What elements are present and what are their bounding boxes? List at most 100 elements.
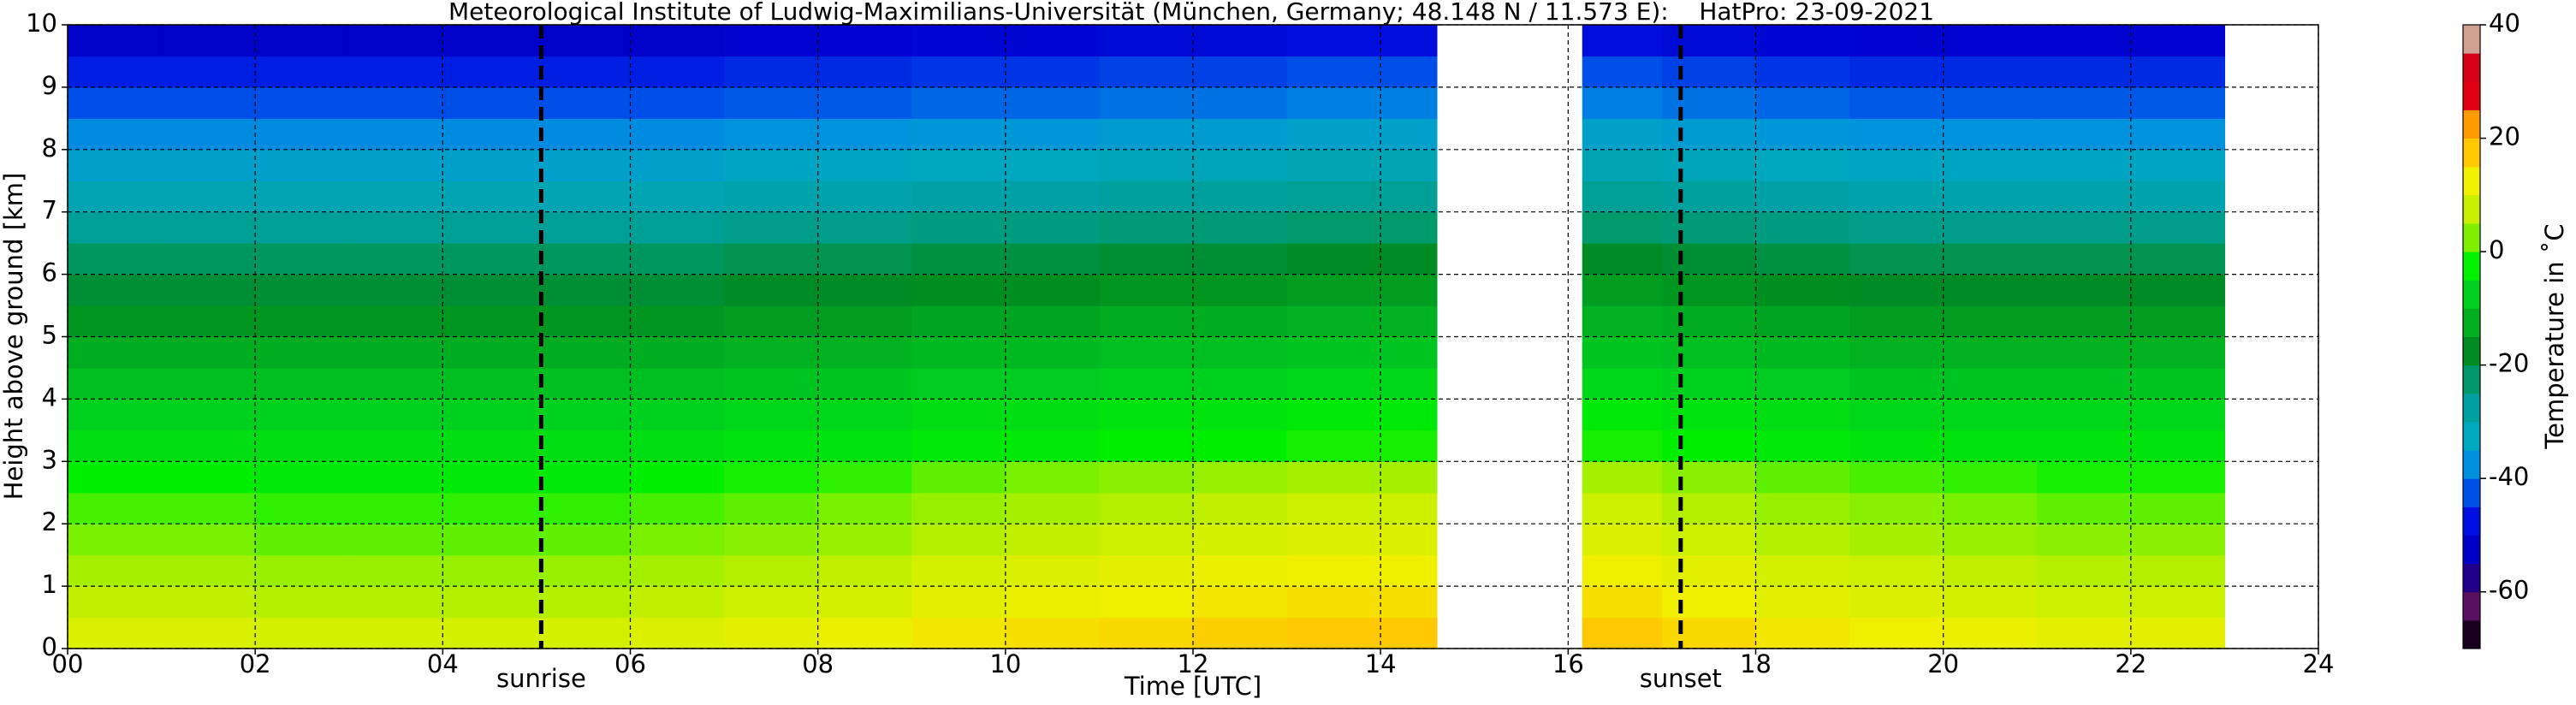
heat-cell [2130, 554, 2226, 587]
heat-cell [1380, 56, 1438, 88]
heat-cell [1005, 274, 1101, 306]
colorbar-swatch [2463, 535, 2480, 565]
heat-cell [536, 399, 632, 431]
heat-cell [2037, 461, 2132, 494]
heat-cell [68, 86, 163, 119]
heat-cell [724, 25, 819, 57]
heat-cell [1755, 181, 1850, 213]
heat-cell [1005, 336, 1101, 369]
heat-cell [1943, 367, 2038, 400]
heat-cell [255, 56, 350, 88]
heat-cell [1661, 617, 1757, 649]
colorbar-swatch [2463, 194, 2480, 224]
heat-cell [911, 149, 1006, 181]
heat-cell [1661, 336, 1757, 369]
heat-cell [348, 336, 443, 369]
heat-cell [1849, 617, 1944, 649]
heat-cell [1849, 554, 1944, 587]
heat-cell [255, 461, 350, 494]
heat-cell [1661, 367, 1757, 400]
colorbar-swatch [2463, 110, 2480, 139]
heat-cell [442, 181, 537, 213]
heat-cell [348, 211, 443, 244]
heat-cell [1755, 367, 1850, 400]
heat-cell [1286, 461, 1381, 494]
heat-cell [630, 617, 725, 649]
heat-cell [630, 181, 725, 213]
heat-cell [1755, 617, 1850, 649]
colorbar-swatch [2463, 591, 2480, 621]
heat-cell [630, 243, 725, 275]
heat-cell [1661, 492, 1757, 524]
heat-cell [1005, 586, 1101, 619]
heat-cell [68, 586, 163, 619]
colorbar-swatch [2463, 336, 2480, 366]
heat-cell [724, 149, 819, 181]
heat-cell [161, 367, 256, 400]
heat-cell [68, 56, 163, 88]
x-tick-label: 04 [427, 649, 459, 678]
heat-cell [911, 305, 1006, 338]
heat-cell [1582, 367, 1663, 400]
heat-cell [817, 118, 912, 151]
heat-cell [1005, 118, 1101, 151]
heat-cell [1286, 56, 1381, 88]
heat-cell [1849, 399, 1944, 431]
heat-cell [724, 586, 819, 619]
heat-cell [255, 554, 350, 587]
heat-cell [1380, 430, 1438, 462]
heat-cell [630, 149, 725, 181]
heat-cell [1193, 399, 1288, 431]
heat-cell [2130, 56, 2226, 88]
heat-cell [348, 524, 443, 556]
heat-cell [348, 617, 443, 649]
heat-cell [1849, 211, 1944, 244]
heat-cell [1099, 336, 1194, 369]
heat-cell [161, 56, 256, 88]
heat-cell [630, 305, 725, 338]
heat-cell [68, 211, 163, 244]
heat-cell [161, 492, 256, 524]
heat-cell [1943, 86, 2038, 119]
heat-cell [1582, 336, 1663, 369]
heat-cell [1849, 367, 1944, 400]
heat-cell [1661, 524, 1757, 556]
heat-cell [1582, 617, 1663, 649]
heat-cell [1582, 524, 1663, 556]
heat-cell [1943, 524, 2038, 556]
heat-cell [1755, 461, 1850, 494]
heat-cell [817, 86, 912, 119]
heat-cell [2037, 86, 2132, 119]
heat-cell [1755, 399, 1850, 431]
heat-cell [1661, 25, 1757, 57]
heat-cell [1755, 149, 1850, 181]
heat-cell [161, 586, 256, 619]
heat-cell [2130, 25, 2226, 57]
heat-cell [1286, 118, 1381, 151]
heat-cell [1755, 25, 1850, 57]
heat-cell [1005, 367, 1101, 400]
heat-cell [442, 211, 537, 244]
heat-cell [2037, 492, 2132, 524]
heat-cell [1943, 617, 2038, 649]
heat-cell [724, 56, 819, 88]
heat-cell [161, 25, 256, 57]
heat-cell [817, 461, 912, 494]
heat-cell [1193, 492, 1288, 524]
heat-cell [68, 243, 163, 275]
heat-cell [1380, 586, 1438, 619]
heat-cell [1193, 617, 1288, 649]
colorbar-tick-label: 40 [2489, 9, 2520, 38]
heat-cell [724, 118, 819, 151]
heat-cell [630, 274, 725, 306]
heat-cell [817, 336, 912, 369]
heat-cell [255, 25, 350, 57]
heat-cell [1849, 181, 1944, 213]
heat-cell [1755, 430, 1850, 462]
colorbar-swatch [2463, 421, 2480, 451]
heat-cell [1661, 118, 1757, 151]
heat-cell [2130, 399, 2226, 431]
heat-cell [536, 149, 632, 181]
heat-cell [724, 86, 819, 119]
heat-cell [1380, 336, 1438, 369]
